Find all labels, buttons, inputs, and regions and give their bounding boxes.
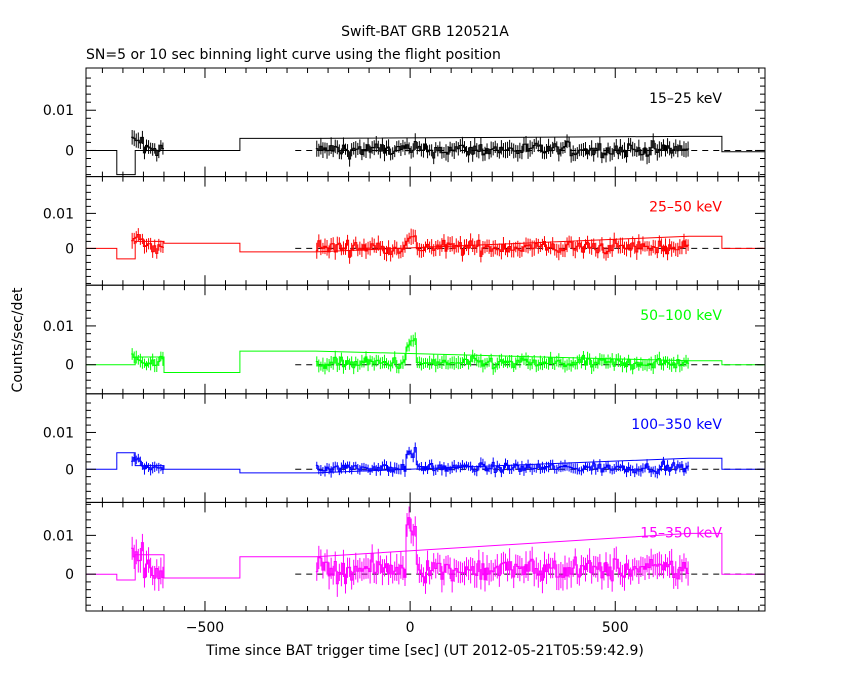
plot-area <box>86 506 765 597</box>
fine-bins <box>315 447 690 474</box>
band-label: 15–25 keV <box>649 91 722 107</box>
fine-bins <box>131 136 164 156</box>
x-tick-label: 500 <box>602 620 629 636</box>
panel-3: 0 0.01 50–100 keV <box>43 284 766 395</box>
panels: 0 0.01 15–25 keV 0 0.01 25–50 keV 0 0.01 50–100 … <box>43 67 766 636</box>
fine-bins <box>131 542 164 580</box>
band-label: 100–350 keV <box>631 417 722 433</box>
y-tick-label: 0.01 <box>43 425 74 441</box>
x-tick-label: −500 <box>186 620 224 636</box>
coarse-bins <box>86 452 765 474</box>
y-tick-label: 0.01 <box>43 206 74 222</box>
panel-4: 0 0.01 100–350 keV <box>43 393 766 503</box>
y-tick-label: 0 <box>65 358 74 374</box>
band-label: 25–50 keV <box>649 200 722 216</box>
panel-5: 0 0.01 15–350 keV <box>43 501 766 612</box>
panel-frame <box>85 176 766 286</box>
y-tick-label: 0.01 <box>43 103 74 119</box>
coarse-bins <box>86 350 765 373</box>
y-tick-label: 0.01 <box>43 319 74 335</box>
band-label: 15–350 keV <box>640 525 722 541</box>
panel-frame <box>85 284 766 395</box>
band-label: 50–100 keV <box>640 308 722 324</box>
fine-bins <box>131 353 164 367</box>
y-axis-label: Counts/sec/det <box>10 287 26 392</box>
fine-bins <box>131 457 164 471</box>
plot-area <box>86 130 765 176</box>
fine-bins <box>315 235 690 258</box>
y-tick-label: 0 <box>65 567 74 583</box>
fine-bins <box>315 517 690 585</box>
panel-frame <box>85 393 766 503</box>
y-tick-label: 0 <box>65 462 74 478</box>
y-tick-label: 0 <box>65 241 74 257</box>
y-tick-label: 0 <box>65 143 74 159</box>
plot-area <box>86 228 765 264</box>
x-axis-label: Time since BAT trigger time [sec] (UT 20… <box>205 643 644 659</box>
panel-frame <box>85 67 766 178</box>
coarse-bins <box>86 532 765 581</box>
panel-2: 0 0.01 25–50 keV <box>43 176 766 286</box>
plot-area <box>86 442 765 479</box>
panel-frame <box>85 501 766 612</box>
fine-bins <box>315 338 690 370</box>
x-tick-label: 0 <box>406 620 415 636</box>
fine-bins <box>315 140 690 160</box>
y-tick-label: 0.01 <box>43 528 74 544</box>
coarse-bins <box>86 135 765 176</box>
fine-bins <box>131 234 164 254</box>
plot-area <box>86 332 765 375</box>
chart-subtitle: SN=5 or 10 sec binning light curve using… <box>86 47 501 63</box>
panel-1: 0 0.01 15–25 keV <box>43 67 766 178</box>
coarse-bins <box>86 235 765 260</box>
chart-title: Swift-BAT GRB 120521A <box>341 24 509 40</box>
